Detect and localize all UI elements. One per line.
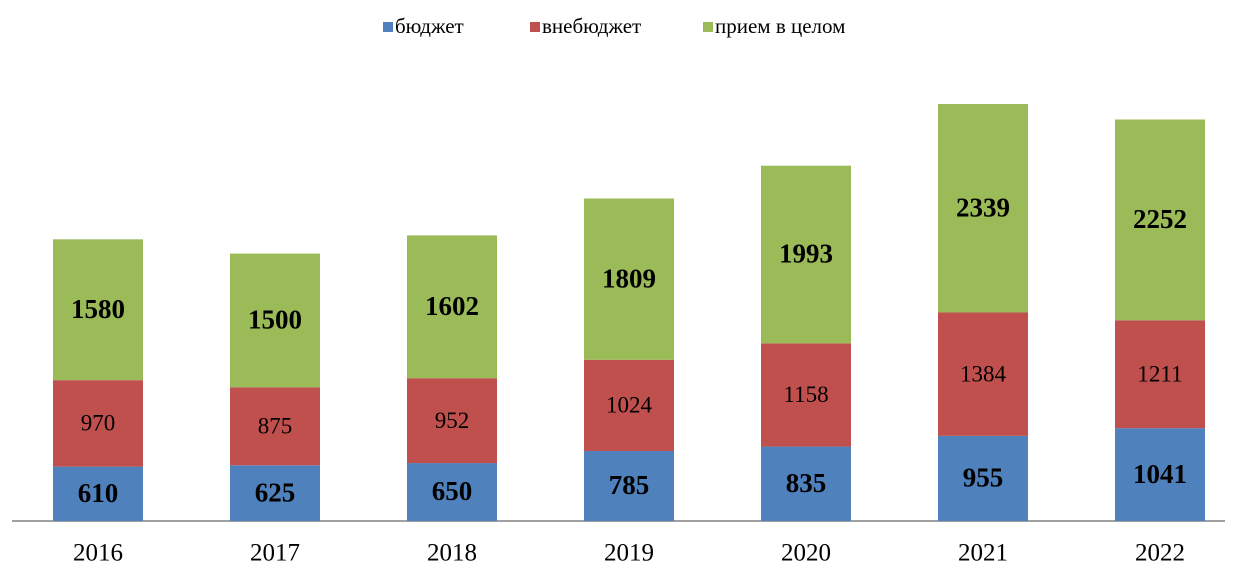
data-label: 1809	[602, 263, 656, 293]
bar-segment	[53, 466, 143, 521]
bar-segment	[407, 463, 497, 521]
data-label: 1041	[1133, 459, 1187, 489]
bar-segment	[407, 235, 497, 379]
data-label: 1384	[960, 361, 1007, 386]
bar-segment	[584, 198, 674, 360]
data-label: 835	[786, 468, 827, 498]
data-label: 650	[432, 476, 473, 506]
bar-segment	[230, 465, 320, 521]
bar-segment	[53, 380, 143, 467]
data-label: 625	[255, 477, 296, 507]
data-label: 1211	[1137, 362, 1182, 387]
data-label: 1158	[783, 382, 828, 407]
x-tick-label: 2016	[73, 540, 123, 567]
bar-segment	[53, 239, 143, 381]
bar-segment	[584, 451, 674, 521]
x-tick-label: 2022	[1135, 540, 1185, 567]
data-label: 875	[258, 414, 293, 439]
legend-label: бюджет	[395, 14, 464, 38]
x-tick-label: 2017	[250, 540, 300, 567]
data-label: 2252	[1133, 204, 1187, 234]
bar-segment	[761, 446, 851, 521]
x-tick-label: 2021	[958, 540, 1008, 567]
bar-segment	[761, 165, 851, 344]
data-label: 610	[78, 478, 119, 508]
x-tick-label: 2019	[604, 540, 654, 567]
data-label: 955	[963, 463, 1004, 493]
data-label: 970	[81, 411, 116, 436]
legend-swatch	[530, 22, 540, 32]
bar-segment	[938, 435, 1028, 521]
bar-segment	[1115, 119, 1205, 321]
data-label: 1500	[248, 305, 302, 335]
data-label: 952	[435, 408, 470, 433]
bar-segment	[230, 253, 320, 388]
data-label: 2339	[956, 192, 1010, 222]
bar-segment	[761, 343, 851, 447]
legend-label: прием в целом	[715, 14, 845, 38]
bar-segment	[938, 104, 1028, 313]
data-label: 1580	[71, 294, 125, 324]
bar-segment	[230, 387, 320, 466]
bar-segment	[938, 312, 1028, 436]
bar-segment	[1115, 428, 1205, 521]
data-label: 1024	[606, 393, 653, 418]
data-label: 1993	[779, 239, 833, 269]
data-label: 785	[609, 470, 650, 500]
bar-segment	[584, 359, 674, 452]
legend-label: внебюджет	[542, 14, 641, 38]
legend-swatch	[383, 22, 393, 32]
legend-swatch	[703, 22, 713, 32]
bar-segment	[1115, 320, 1205, 429]
x-tick-label: 2018	[427, 540, 477, 567]
data-label: 1602	[425, 291, 479, 321]
x-tick-label: 2020	[781, 540, 831, 567]
bar-segment	[407, 378, 497, 464]
